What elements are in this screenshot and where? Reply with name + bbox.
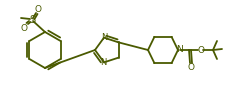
Text: O: O [35, 5, 41, 13]
Text: O: O [198, 46, 204, 54]
Text: O: O [188, 63, 194, 71]
Text: N: N [101, 33, 108, 42]
Text: S: S [29, 15, 35, 25]
Text: N: N [100, 58, 107, 67]
Text: N: N [176, 45, 183, 54]
Text: O: O [20, 23, 28, 33]
